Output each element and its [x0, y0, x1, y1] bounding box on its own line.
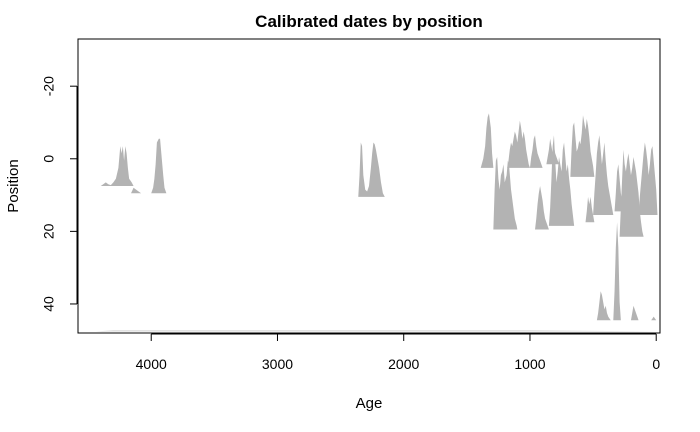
plot-frame — [77, 38, 661, 334]
calibrated-date-area-22 — [95, 330, 657, 332]
x-tick-label: 0 — [652, 356, 660, 372]
calibrated-date-area-7 — [507, 120, 530, 168]
y-axis: -20 0 20 40 — [41, 76, 78, 312]
y-axis-label: Position — [5, 159, 22, 212]
y-tick-label: 20 — [41, 223, 57, 239]
calibrated-date-area-9 — [529, 135, 543, 168]
x-tick-label: 3000 — [262, 356, 293, 372]
calibrated-date-area-17 — [614, 164, 625, 212]
calibrated-date-area-21 — [651, 316, 657, 321]
calibrated-date-area-13 — [570, 115, 595, 177]
calibrated-date-area-2 — [131, 187, 142, 194]
y-tick-label: 40 — [41, 296, 57, 312]
x-tick-label: 1000 — [514, 356, 545, 372]
calibrated-date-area-18 — [619, 149, 644, 237]
calibrated-date-area-15 — [593, 135, 614, 216]
calibrated-date-area-12 — [585, 196, 595, 223]
y-tick-label: -20 — [41, 76, 57, 96]
x-tick-label: 2000 — [388, 356, 419, 372]
calibrated-date-area-19 — [630, 305, 639, 321]
calibrated-date-area-6 — [493, 156, 518, 230]
calibrated-date-area-8 — [535, 186, 549, 230]
plot-areas — [95, 113, 658, 332]
calibrated-date-area-3 — [151, 138, 167, 194]
chart-title: Calibrated dates by position — [255, 12, 483, 31]
calibrated-date-area-5 — [480, 113, 494, 168]
x-tick-label: 4000 — [136, 356, 167, 372]
calibrated-date-area-4 — [358, 142, 385, 197]
calibrated-date-area-1 — [100, 146, 134, 186]
calibrated-date-area-20 — [638, 142, 658, 216]
calibrated-date-area-11 — [546, 138, 559, 165]
y-tick-label: 0 — [41, 155, 57, 163]
calibrated-date-area-14 — [596, 291, 611, 321]
calibrated-date-area-16 — [613, 222, 621, 321]
calibrated-date-area-10 — [548, 135, 575, 226]
x-axis-label: Age — [356, 395, 383, 412]
x-axis: 4000 3000 2000 1000 0 — [136, 333, 660, 372]
